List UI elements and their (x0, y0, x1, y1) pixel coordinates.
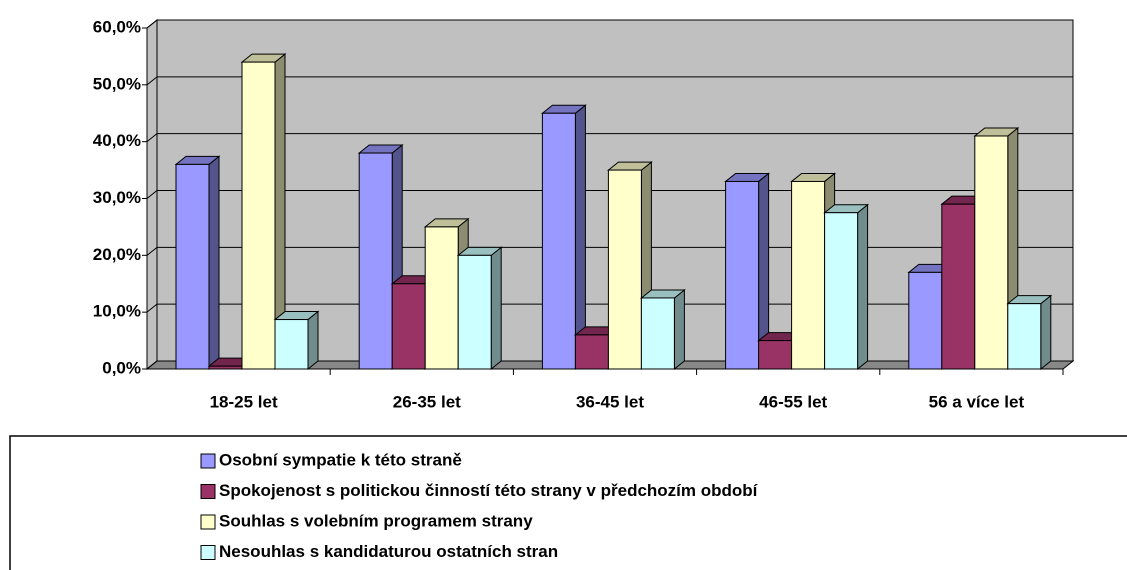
bar (574, 334, 609, 370)
bar (208, 365, 243, 370)
bar (758, 340, 793, 370)
bar (791, 180, 826, 370)
x-tick-label: 36-45 let (576, 392, 644, 411)
x-tick-label: 26-35 let (393, 392, 461, 411)
bar (391, 283, 426, 370)
bar-side (208, 155, 220, 371)
bar (640, 297, 675, 370)
bar-side (307, 310, 319, 371)
bar (1007, 303, 1042, 370)
y-tick-label: 20,0% (93, 245, 141, 264)
legend-label: Nesouhlas s kandidaturou ostatních stran (219, 542, 558, 561)
bar (424, 226, 459, 370)
y-tick-label: 50,0% (93, 74, 141, 93)
bar (241, 61, 276, 370)
bar (725, 180, 760, 370)
bar-side (857, 203, 869, 371)
bar-side (1040, 294, 1052, 371)
legend-swatch (200, 545, 216, 560)
legend-label: Osobní sympatie k této straně (219, 450, 462, 469)
bar (974, 135, 1009, 370)
grid-line (146, 76, 1073, 86)
bar (541, 112, 576, 370)
x-tick-label: 46-55 let (759, 392, 827, 411)
y-tick-label: 10,0% (93, 302, 141, 321)
y-tick-label: 30,0% (93, 188, 141, 207)
grid-line (146, 133, 1073, 143)
y-tick-label: 0,0% (102, 358, 141, 377)
y-tick-label: 60,0% (93, 17, 141, 36)
legend-label: Souhlas s volebním programem strany (219, 511, 533, 530)
bar (175, 163, 210, 370)
bar-side (673, 288, 685, 371)
legend-box (9, 435, 1127, 570)
y-tick-label: 40,0% (93, 131, 141, 150)
bar (908, 271, 943, 370)
legend-swatch (200, 514, 216, 530)
legend-swatch (200, 453, 216, 469)
x-tick-label: 56 a více let (929, 392, 1025, 411)
legend-swatch (200, 484, 216, 499)
bar (457, 254, 492, 370)
bar (941, 203, 976, 370)
legend-label: Spokojenost s politickou činností této s… (219, 481, 759, 500)
bar (358, 152, 393, 370)
x-tick-label: 18-25 let (210, 392, 278, 411)
bar (274, 319, 309, 370)
bar (607, 169, 642, 370)
grid-line (146, 19, 1073, 29)
bar-side (490, 246, 502, 371)
bar (824, 212, 859, 370)
